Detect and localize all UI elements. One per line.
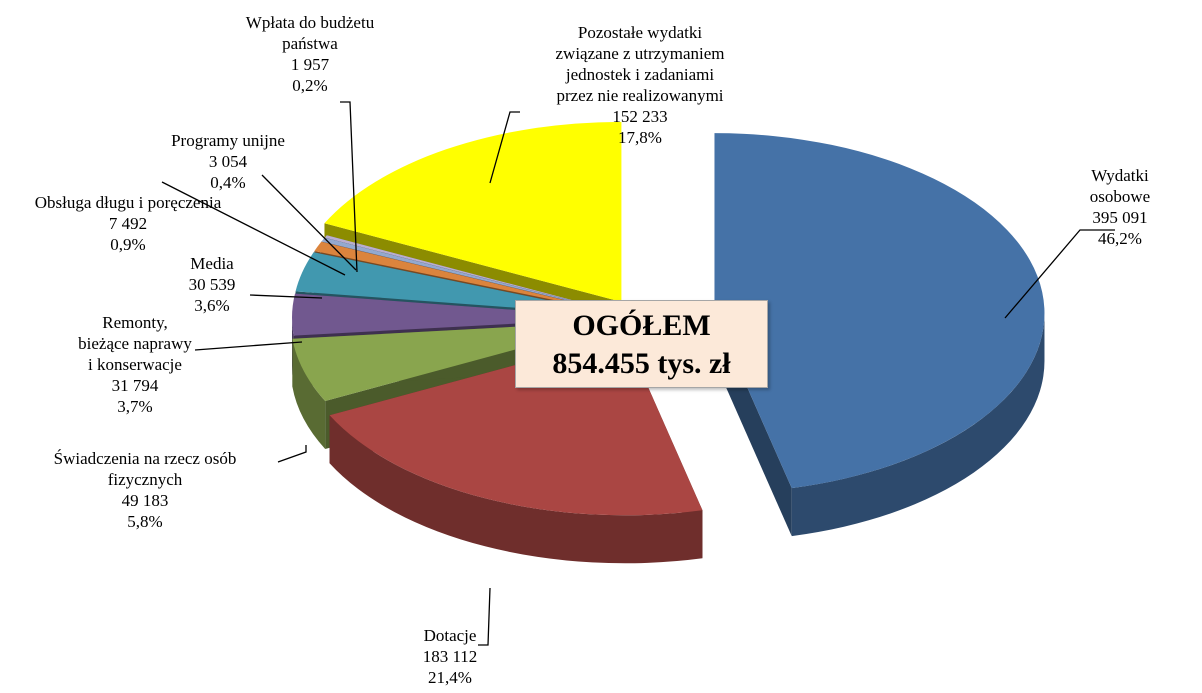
slice [314, 241, 624, 315]
data-label: Wpłata do budżetu państwa 1 957 0,2% [246, 12, 374, 96]
data-label: Wydatki osobowe 395 091 46,2% [1079, 165, 1161, 249]
slice-rim [329, 415, 703, 564]
slice-rim [292, 338, 326, 450]
slice [324, 235, 624, 314]
data-label: Remonty, bieżące naprawy i konserwacje 31… [78, 312, 192, 417]
label-value: 152 233 [612, 107, 668, 126]
label-percent: 17,8% [618, 128, 662, 147]
leader-line [340, 101, 358, 273]
data-label: Dotacje 183 112 21,4% [423, 625, 478, 688]
label-percent: 0,4% [210, 173, 246, 192]
leader-line [194, 341, 303, 351]
slice [324, 121, 622, 302]
leader-line [1004, 229, 1115, 319]
label-value: 49 183 [121, 491, 169, 510]
label-percent: 3,7% [117, 397, 153, 416]
data-label: Świadczenia na rzecz osób fizycznych 49 1… [54, 448, 237, 532]
label-value: 30 539 [188, 275, 236, 294]
leader-line [489, 111, 520, 184]
label-value: 3 054 [208, 152, 248, 171]
slice [321, 237, 624, 314]
leader-line [478, 587, 491, 646]
label-percent: 46,2% [1098, 229, 1142, 248]
label-name: Pozostałe wydatki związane z utrzymaniem… [555, 23, 725, 105]
label-value: 1 957 [290, 55, 330, 74]
label-name: Media [190, 254, 234, 273]
label-percent: 3,6% [194, 296, 230, 315]
label-value: 31 794 [111, 376, 159, 395]
label-name: Obsługa długu i poręczenia [34, 193, 222, 212]
label-percent: 5,8% [127, 512, 163, 531]
label-percent: 21,4% [428, 668, 472, 687]
label-percent: 0,2% [292, 76, 328, 95]
label-percent: 0,9% [110, 235, 146, 254]
label-name: Świadczenia na rzecz osób fizycznych [53, 449, 237, 489]
total-value: 854.455 tys. zł [552, 347, 731, 380]
leader-line [161, 181, 346, 276]
slice-rim [791, 313, 1045, 537]
label-name: Dotacje [423, 626, 477, 645]
slice [714, 133, 1045, 489]
label-name: Programy unijne [171, 131, 285, 150]
data-label: Obsługa długu i poręczenia 7 492 0,9% [35, 192, 221, 255]
data-label: Programy unijne 3 054 0,4% [171, 130, 285, 193]
label-name: Remonty, bieżące naprawy i konserwacje [78, 313, 192, 374]
leader-line [249, 294, 323, 299]
data-label: Pozostałe wydatki związane z utrzymaniem… [556, 22, 725, 148]
total-title: OGÓŁEM [572, 309, 711, 342]
slice [295, 252, 623, 316]
label-name: Wydatki osobowe [1089, 166, 1151, 206]
data-label: Media 30 539 3,6% [189, 253, 236, 316]
label-value: 7 492 [108, 214, 148, 233]
slice [292, 293, 623, 336]
leader-line [261, 174, 357, 271]
total-box: OGÓŁEM 854.455 tys. zł [515, 300, 768, 388]
label-value: 395 091 [1092, 208, 1148, 227]
label-name: Wpłata do budżetu państwa [245, 13, 375, 53]
leader-line [277, 445, 307, 463]
label-value: 183 112 [422, 647, 478, 666]
